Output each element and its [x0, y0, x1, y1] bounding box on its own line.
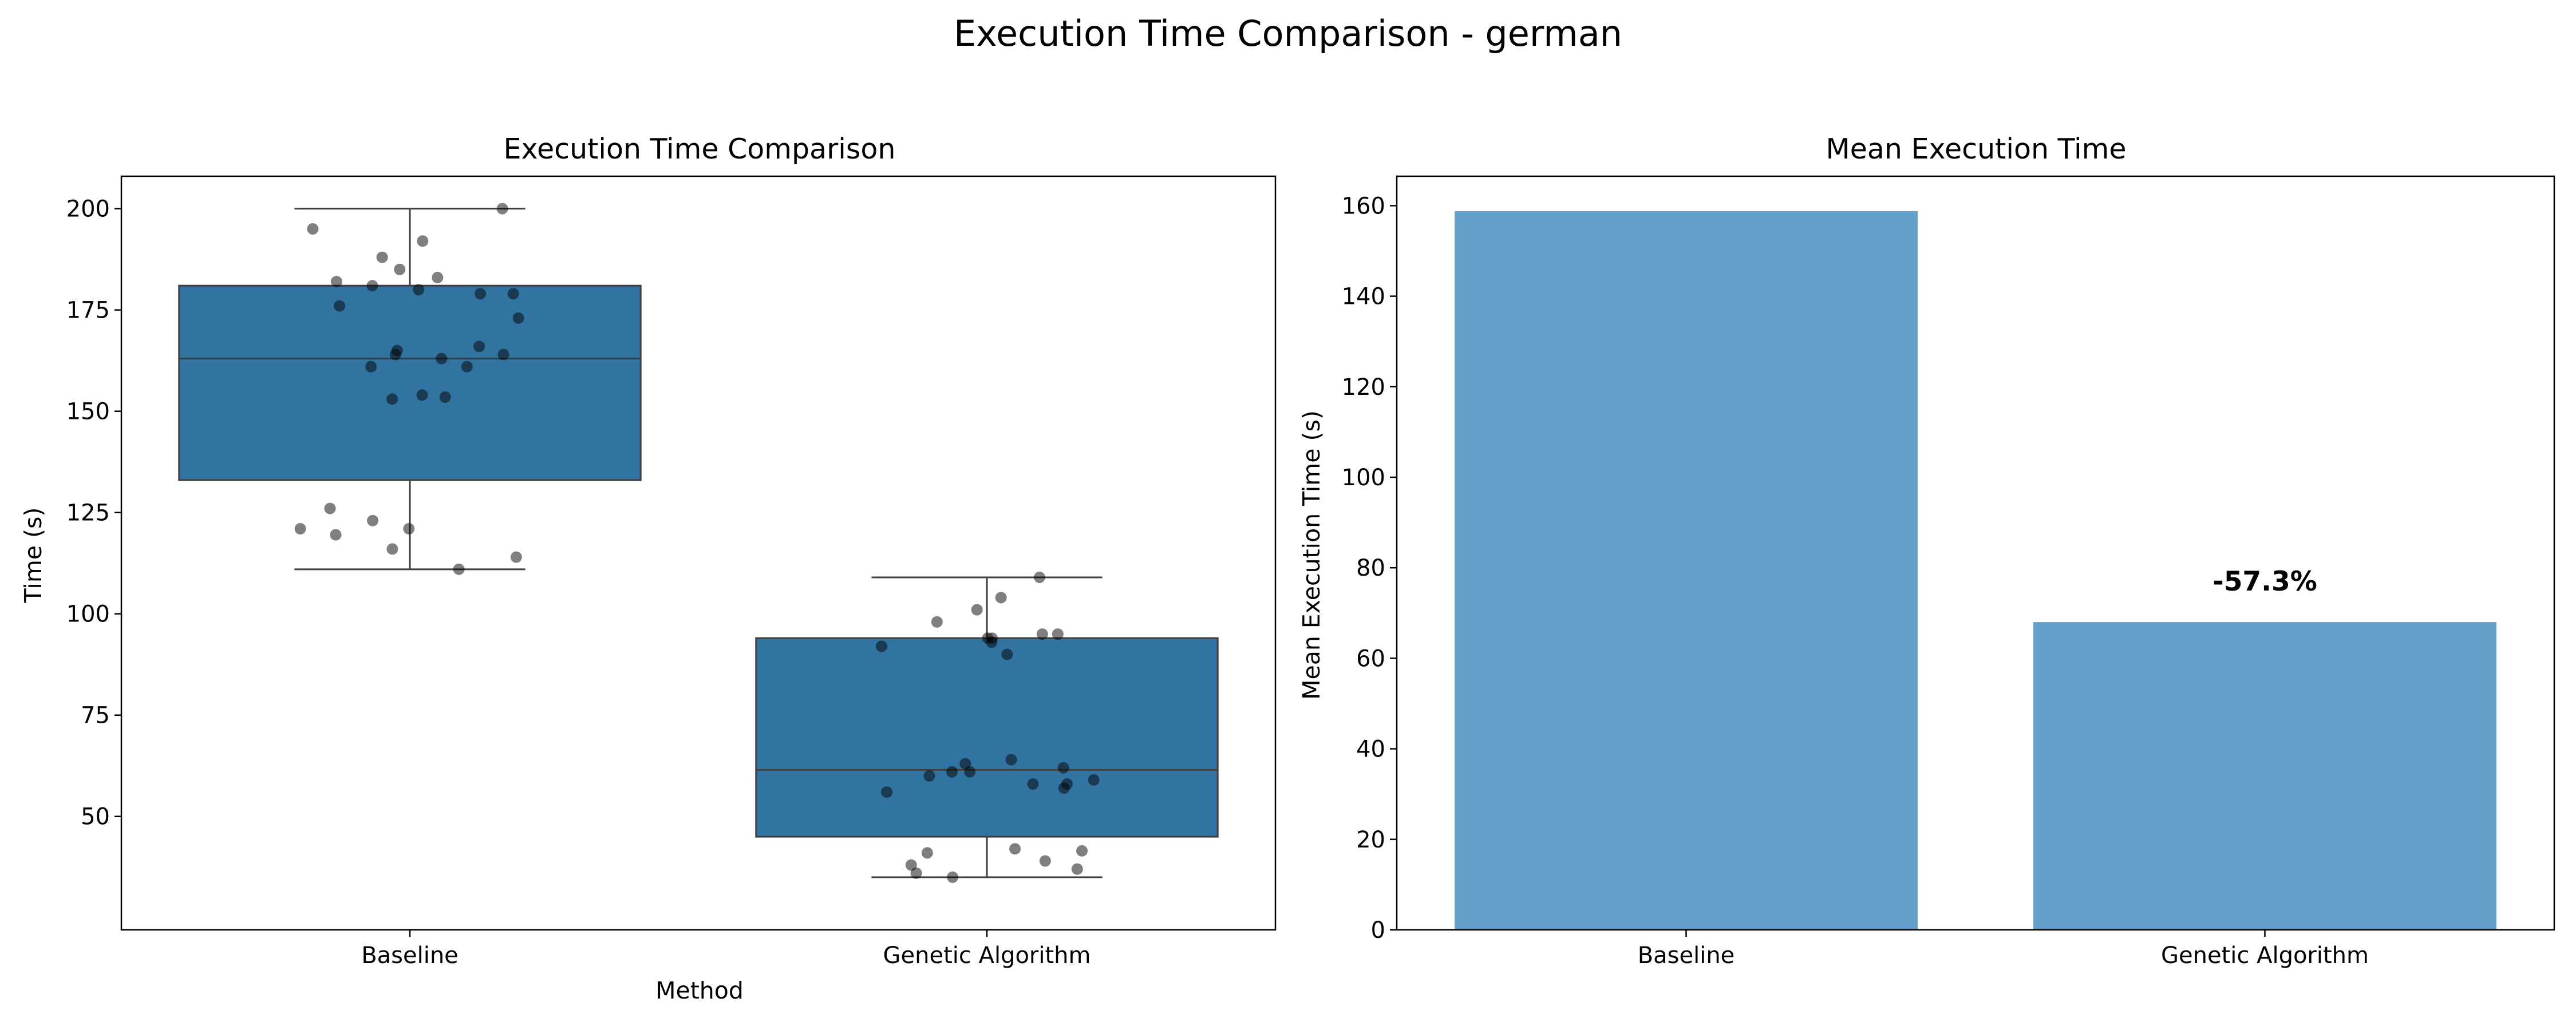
strip-point [964, 766, 976, 778]
strip-point [923, 770, 935, 782]
boxplot-ylabel: Time (s) [19, 508, 47, 604]
strip-point [294, 523, 306, 535]
box-xtick-label: Genetic Algorithm [883, 942, 1091, 969]
strip-point [986, 636, 998, 648]
bar-chart: Mean Execution Time -57.3% 0 20 40 60 80 100 12… [1298, 133, 2555, 969]
strip-point [416, 389, 428, 401]
strip-point [366, 280, 378, 292]
strip-point [330, 529, 342, 541]
strip-point [1071, 863, 1083, 875]
strip-point [947, 871, 959, 883]
strip-point [1009, 843, 1021, 855]
strip-point [394, 263, 406, 275]
boxplot-xlabel: Method [655, 977, 744, 1004]
strip-point [417, 235, 429, 247]
bar-plot-area: -57.3% 0 20 40 60 80 100 120 140 160 Baseline Genet… [1342, 175, 2555, 969]
strip-point [475, 288, 487, 300]
strip-point [881, 786, 893, 798]
bar [2033, 622, 2496, 930]
strip-point [921, 847, 933, 859]
box-ytick-label: 50 [81, 804, 110, 830]
bar-ytick-label: 0 [1371, 917, 1385, 944]
box-ytick-label: 200 [66, 196, 110, 223]
strip-point [497, 348, 509, 360]
strip-point [971, 604, 983, 616]
box-axes-frame [120, 175, 1277, 931]
strip-point [1088, 774, 1100, 786]
boxplot-plot-area: 50 75 100 125 150 175 200 Baseline Genetic Algor… [66, 175, 1277, 969]
strip-point [1058, 782, 1070, 794]
bar [1455, 211, 1918, 930]
boxplot-chart: Execution Time Comparison 50 75 100 125 150 1… [19, 133, 1277, 1004]
strip-point [365, 360, 377, 373]
bar-ytick-label: 20 [1356, 827, 1385, 853]
bar-ytick-label: 140 [1342, 284, 1385, 310]
strip-point [1039, 855, 1051, 867]
box-ytick-label: 75 [81, 703, 110, 729]
bar-annotation: -57.3% [2212, 566, 2317, 597]
strip-point [439, 391, 451, 403]
bar-ytick-label: 100 [1342, 465, 1385, 491]
strip-point [510, 551, 522, 563]
bar-chart-title: Mean Execution Time [1826, 133, 2126, 165]
box-xtick-label: Baseline [361, 942, 459, 969]
strip-point [473, 340, 485, 352]
box-iqr [755, 637, 1219, 838]
strip-point [876, 640, 888, 652]
strip-point [330, 276, 342, 288]
strip-point [307, 223, 319, 235]
bar-ytick-label: 160 [1342, 193, 1385, 219]
strip-point [910, 867, 922, 879]
strip-point [496, 203, 508, 215]
bar-xtick-label: Baseline [1638, 942, 1735, 969]
strip-point [1057, 762, 1069, 774]
strip-point [386, 393, 398, 405]
box-iqr [178, 284, 642, 481]
strip-point [1076, 845, 1088, 857]
strip-point [512, 312, 524, 324]
strip-point [1027, 778, 1039, 790]
strip-point [1005, 754, 1017, 766]
bar-ytick-label: 40 [1356, 736, 1385, 763]
bar-chart-ylabel: Mean Execution Time (s) [1298, 410, 1325, 700]
strip-point [436, 352, 448, 365]
strip-point [453, 563, 465, 575]
strip-point [931, 616, 943, 628]
bar-ytick-label: 80 [1356, 555, 1385, 581]
box-ytick-label: 150 [66, 399, 110, 425]
strip-point [461, 360, 473, 373]
strip-point [324, 502, 336, 514]
strip-point [334, 300, 346, 312]
strip-point [367, 514, 379, 526]
bar-axes-frame [1396, 175, 2555, 931]
strip-point [1001, 648, 1013, 660]
box-ytick-label: 100 [66, 601, 110, 628]
strip-point [386, 543, 398, 555]
strip-point [1033, 571, 1045, 583]
boxplot-title: Execution Time Comparison [504, 133, 896, 165]
bar-ytick-label: 60 [1356, 645, 1385, 672]
box-ytick-label: 125 [66, 500, 110, 526]
figure-title: Execution Time Comparison - german [954, 13, 1622, 54]
strip-point [507, 288, 519, 300]
bar-xtick-label: Genetic Algorithm [2161, 942, 2369, 969]
box-ytick-label: 175 [66, 298, 110, 324]
strip-point [413, 284, 425, 296]
strip-point [376, 251, 388, 263]
bar-ytick-label: 120 [1342, 374, 1385, 401]
strip-point [1036, 628, 1048, 640]
strip-point [995, 592, 1007, 604]
strip-point [946, 766, 958, 778]
strip-point [432, 272, 444, 284]
strip-point [389, 348, 401, 360]
strip-point [1052, 628, 1064, 640]
strip-point [403, 523, 415, 535]
